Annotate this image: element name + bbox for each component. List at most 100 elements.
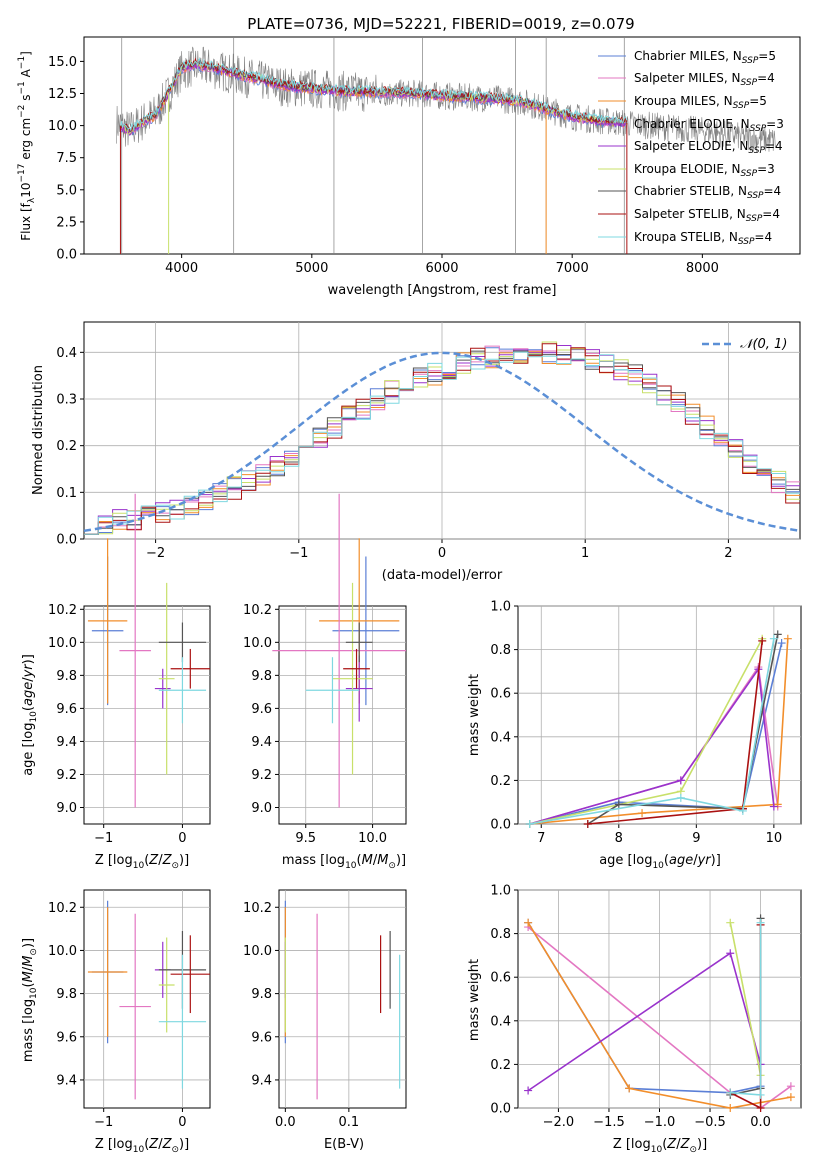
- histogram-ylabel: Normed distribution: [31, 365, 46, 495]
- spectrum-ylabel: Flux [fλ10−17 erg cm−2 s−1 A−1]: [17, 51, 37, 241]
- weight-marker: [726, 949, 735, 958]
- y-tick-label: 9.6: [251, 1030, 272, 1045]
- weight-marker: [769, 802, 778, 811]
- y-tick-label: 10.0: [48, 636, 77, 651]
- legend-kroupa-elodie: Kroupa ELODIE, NSSP=3: [598, 162, 775, 179]
- y-tick-label: 7.5: [56, 151, 77, 166]
- legend-label: Kroupa STELIB, NSSP=4: [634, 230, 772, 247]
- mass-weight-vs-z-marks: −2.0 −1.5 −1.0 −0.5 0.0 0.0 0.2 0.4 0.6 0.8 1.0: [490, 884, 801, 1130]
- x-tick-label: 0.0: [750, 1115, 771, 1130]
- histogram-legend: 𝒩(0, 1): [702, 337, 787, 352]
- x-tick-label: 10.0: [358, 831, 387, 846]
- y-tick-label: 0.0: [56, 533, 77, 548]
- weight-marker: [524, 1086, 533, 1095]
- mass-weight-vs-age-marks: 7 8 9 10 0.0 0.2 0.4 0.6 0.8 1.0: [490, 600, 801, 846]
- x-tick-label: −1: [94, 1115, 113, 1130]
- weight-marker: [786, 1093, 795, 1102]
- age-vs-z-xlabel: Z [log10(Z/Z⊙)]: [95, 853, 189, 871]
- y-tick-label: 10.2: [243, 901, 272, 916]
- legend-gaussian-label: 𝒩(0, 1): [740, 337, 787, 352]
- mass-weight-vs-age-ylabel: mass weight: [467, 674, 482, 756]
- weight-marker: [726, 918, 735, 927]
- mass-vs-z-ylabel: mass [log10(M/M⊙)]: [21, 938, 39, 1062]
- age-vs-z-ylabel: age [log10(age/yr)]: [21, 654, 39, 776]
- spectrum-xlabel: wavelength [Angstrom, rest frame]: [328, 283, 557, 298]
- y-tick-label: 2.5: [56, 215, 77, 230]
- x-tick-label: −0.5: [694, 1115, 726, 1130]
- spectrum-legend: Chabrier MILES, NSSP=5 Salpeter MILES, N…: [598, 49, 784, 247]
- age-vs-z-panel: −1 0 9.0 9.2 9.4 9.6 9.8 10.0 10.2 Z [log10(Z/Z⊙…: [21, 493, 211, 871]
- legend-label: Salpeter MILES, NSSP=4: [634, 71, 775, 88]
- x-tick-label: 0: [438, 546, 446, 561]
- y-tick-label: 0.0: [490, 818, 511, 833]
- x-tick-label: 10: [766, 831, 783, 846]
- legend-label: Salpeter STELIB, NSSP=4: [634, 207, 780, 224]
- weight-line-kroupa-miles: [529, 638, 789, 825]
- age-vs-z-plot-area: [83, 605, 211, 825]
- y-tick-label: 15.0: [48, 55, 77, 70]
- mass-vs-ebv-xlabel: E(B-V): [324, 1137, 364, 1152]
- x-tick-label: 6000: [425, 261, 458, 276]
- mass-weight-vs-z-panel: −2.0 −1.5 −1.0 −0.5 0.0 0.0 0.2 0.4 0.6 0.8 1.0 Z …: [467, 884, 802, 1155]
- y-tick-label: 10.0: [48, 119, 77, 134]
- y-tick-label: 10.0: [243, 944, 272, 959]
- y-tick-label: 9.4: [251, 735, 272, 750]
- y-tick-label: 0.0: [490, 1102, 511, 1117]
- y-tick-label: 5.0: [56, 183, 77, 198]
- histogram-panel: −2 −1 0 1 2 0.0 0.1 0.2 0.3 0.4 (data-model)/erro…: [31, 321, 801, 583]
- y-tick-label: 9.4: [56, 735, 77, 750]
- weight-marker: [769, 634, 778, 643]
- histogram-kroupa-stelib: [84, 351, 800, 535]
- x-tick-label: −1: [94, 831, 113, 846]
- y-tick-label: 0.0: [56, 248, 77, 263]
- y-tick-label: 0.8: [490, 927, 511, 942]
- y-tick-label: 0.1: [56, 486, 77, 501]
- legend-label: Chabrier MILES, NSSP=5: [634, 49, 776, 66]
- y-tick-label: 0.2: [56, 439, 77, 454]
- x-tick-label: 8: [615, 831, 623, 846]
- y-tick-label: 9.4: [251, 1073, 272, 1088]
- weight-marker: [756, 918, 765, 927]
- mass-weight-vs-z-xlabel: Z [log10(Z/Z⊙)]: [613, 1137, 707, 1155]
- figure-title: PLATE=0736, MJD=52221, FIBERID=0019, z=0…: [247, 15, 634, 33]
- y-tick-label: 9.2: [56, 768, 77, 783]
- mass-vs-z-xlabel: Z [log10(Z/Z⊙)]: [95, 1137, 189, 1155]
- weight-marker: [738, 806, 747, 815]
- x-tick-label: 7000: [556, 261, 589, 276]
- y-tick-label: 0.4: [56, 346, 77, 361]
- x-tick-label: 0: [178, 1115, 186, 1130]
- y-tick-label: 0.4: [490, 730, 511, 745]
- weight-line-chabrier-stelib: [587, 634, 779, 825]
- weight-marker: [583, 820, 592, 828]
- y-tick-label: 9.6: [56, 702, 77, 717]
- y-tick-label: 9.6: [251, 702, 272, 717]
- y-tick-label: 9.8: [251, 987, 272, 1002]
- mass-vs-ebv-plot-area: [278, 889, 407, 1109]
- mass-vs-z-marks: −1 0 9.4 9.6 9.8 10.0 10.2: [48, 890, 210, 1130]
- y-tick-label: 10.0: [243, 636, 272, 651]
- y-tick-label: 9.2: [251, 768, 272, 783]
- y-tick-label: 9.8: [251, 669, 272, 684]
- x-tick-label: 0.1: [339, 1115, 360, 1130]
- legend-salpeter-stelib: Salpeter STELIB, NSSP=4: [598, 207, 780, 224]
- age-vs-mass-xlabel: mass [log10(M/M⊙)]: [282, 853, 406, 871]
- y-tick-label: 9.0: [56, 801, 77, 816]
- x-tick-label: 0.0: [275, 1115, 296, 1130]
- age-vs-z-marks: −1 0 9.0 9.2 9.4 9.6 9.8 10.0 10.2: [48, 493, 210, 846]
- mass-vs-ebv-panel: 0.0 0.1 9.4 9.6 9.8 10.0 10.2 E(B-V): [243, 889, 407, 1152]
- weight-line-kroupa-elodie: [729, 922, 762, 1076]
- age-vs-mass-plot-area: [278, 605, 407, 825]
- x-tick-label: 2: [724, 546, 732, 561]
- mass-weight-vs-z-ylabel: mass weight: [467, 959, 482, 1041]
- weight-marker: [783, 634, 792, 643]
- x-tick-label: 7: [537, 831, 545, 846]
- weight-marker: [525, 820, 534, 828]
- weight-line-chabrier-elodie: [529, 667, 775, 825]
- x-tick-label: −2: [146, 546, 165, 561]
- x-tick-label: −1.0: [644, 1115, 676, 1130]
- mass-weight-vs-age-panel: 7 8 9 10 0.0 0.2 0.4 0.6 0.8 1.0 age [log10(age/y…: [467, 600, 802, 871]
- x-tick-label: 0: [178, 831, 186, 846]
- weight-line-kroupa-stelib: [529, 638, 775, 825]
- x-tick-label: −2.0: [543, 1115, 575, 1130]
- weight-marker: [777, 639, 786, 648]
